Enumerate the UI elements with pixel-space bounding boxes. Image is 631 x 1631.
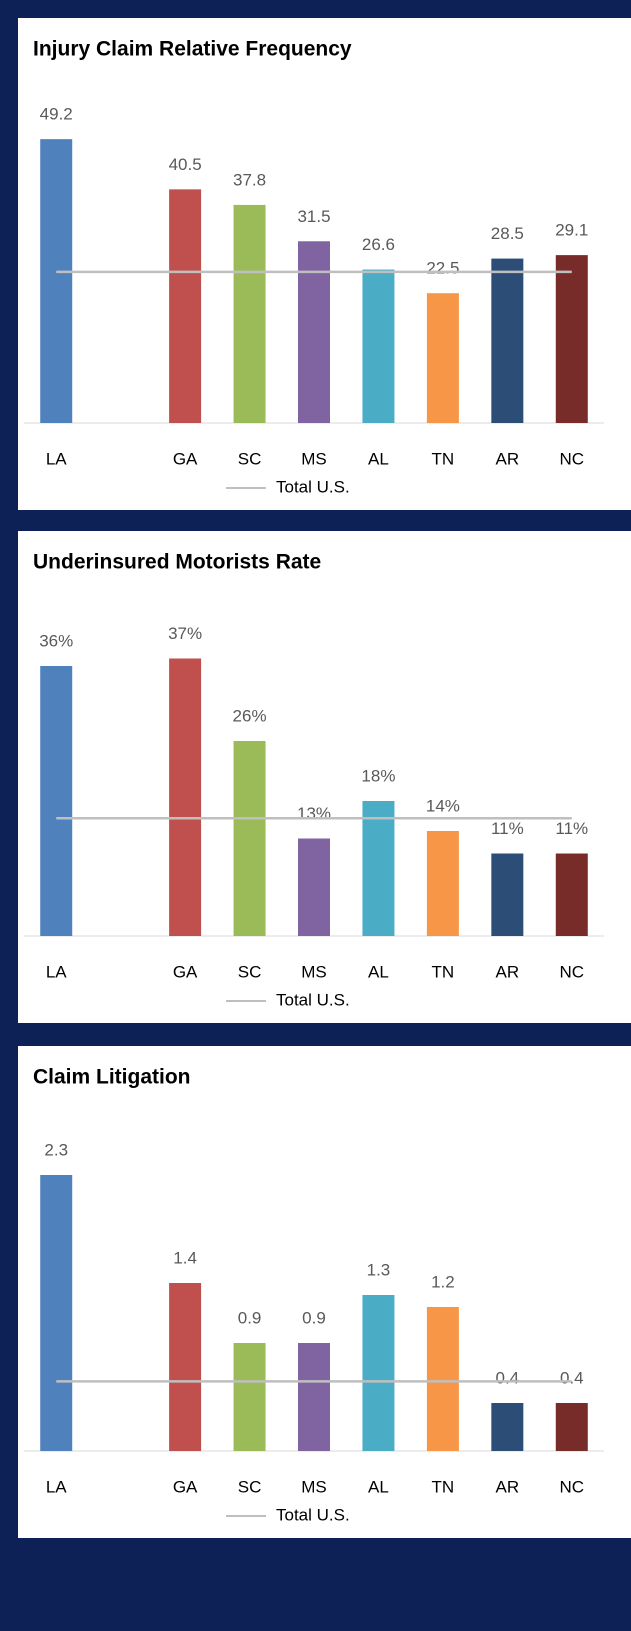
bar (555, 1403, 588, 1451)
x-tick-label: AR (496, 449, 520, 468)
data-label: 14% (426, 796, 460, 815)
chart-title: Claim Litigation (33, 1066, 191, 1089)
chart-title: Injury Claim Relative Frequency (33, 38, 352, 61)
chart: Injury Claim Relative Frequency LA 49.2 GA 4… (18, 18, 631, 510)
data-label: 29.1 (555, 221, 588, 240)
bar (362, 801, 395, 936)
bar (555, 853, 588, 936)
bar (298, 1343, 330, 1451)
data-label: 28.5 (491, 224, 524, 243)
bar (40, 1175, 73, 1451)
bar (169, 1283, 202, 1451)
x-tick-label: NC (559, 449, 584, 468)
bar (169, 658, 202, 936)
x-tick-label: MS (301, 962, 327, 981)
bar (298, 241, 330, 423)
data-label: 2.3 (44, 1140, 68, 1159)
x-tick-label: AR (496, 962, 520, 981)
panel (18, 1046, 631, 1538)
bar (426, 293, 459, 423)
x-tick-label: LA (46, 449, 67, 468)
data-label: 31.5 (297, 207, 330, 226)
legend-label: Total U.S. (276, 477, 350, 496)
bar (233, 204, 266, 423)
panel (18, 531, 631, 1023)
data-label: 22.5 (426, 259, 459, 278)
data-label: 1.2 (431, 1272, 455, 1291)
data-label: 36% (39, 631, 73, 650)
bar (426, 831, 459, 936)
chart: Underinsured Motorists Rate LA 36% GA 37% SC 2… (18, 531, 631, 1023)
x-tick-label: LA (46, 1477, 67, 1496)
bar (40, 666, 73, 936)
data-label: 0.4 (560, 1368, 584, 1387)
x-tick-label: SC (238, 449, 262, 468)
data-label: 49.2 (40, 105, 73, 124)
data-label: 26.6 (362, 235, 395, 254)
x-tick-label: GA (173, 962, 198, 981)
bar (362, 1295, 395, 1451)
x-tick-label: TN (432, 962, 455, 981)
bar (233, 741, 266, 936)
x-tick-label: TN (432, 1477, 455, 1496)
chart: Claim Litigation LA 2.3 GA 1.4 SC 0.9 MS 0.9 AL 1.… (18, 1046, 631, 1538)
bar (491, 853, 524, 936)
bar (555, 255, 588, 423)
x-tick-label: AL (368, 1477, 389, 1496)
bar (491, 258, 524, 423)
bar (40, 139, 73, 423)
data-label: 1.4 (173, 1248, 197, 1267)
x-tick-label: AL (368, 962, 389, 981)
bar (233, 1343, 266, 1451)
x-tick-label: AR (496, 1477, 520, 1496)
data-label: 40.5 (169, 155, 202, 174)
bar (426, 1307, 459, 1451)
data-label: 1.3 (367, 1260, 391, 1279)
bar (491, 1403, 524, 1451)
x-tick-label: NC (559, 1477, 584, 1496)
chart-title: Underinsured Motorists Rate (33, 551, 321, 574)
data-label: 11% (555, 819, 588, 838)
x-tick-label: MS (301, 449, 327, 468)
data-label: 26% (233, 706, 267, 725)
x-tick-label: LA (46, 962, 67, 981)
data-label: 18% (361, 766, 395, 785)
bar (362, 269, 395, 423)
data-label: 37% (168, 624, 202, 643)
data-label: 37.8 (233, 170, 266, 189)
x-tick-label: TN (432, 449, 455, 468)
data-label: 0.4 (496, 1368, 520, 1387)
x-tick-label: SC (238, 962, 262, 981)
bar (298, 838, 330, 936)
data-label: 11% (491, 819, 524, 838)
data-label: 0.9 (238, 1308, 262, 1327)
x-tick-label: GA (173, 1477, 198, 1496)
x-tick-label: GA (173, 449, 198, 468)
x-tick-label: MS (301, 1477, 327, 1496)
legend-label: Total U.S. (276, 1505, 350, 1524)
x-tick-label: AL (368, 449, 389, 468)
legend-label: Total U.S. (276, 990, 350, 1009)
data-label: 13% (297, 804, 331, 823)
x-tick-label: NC (559, 962, 584, 981)
x-tick-label: SC (238, 1477, 262, 1496)
bar (169, 189, 202, 423)
data-label: 0.9 (302, 1308, 326, 1327)
